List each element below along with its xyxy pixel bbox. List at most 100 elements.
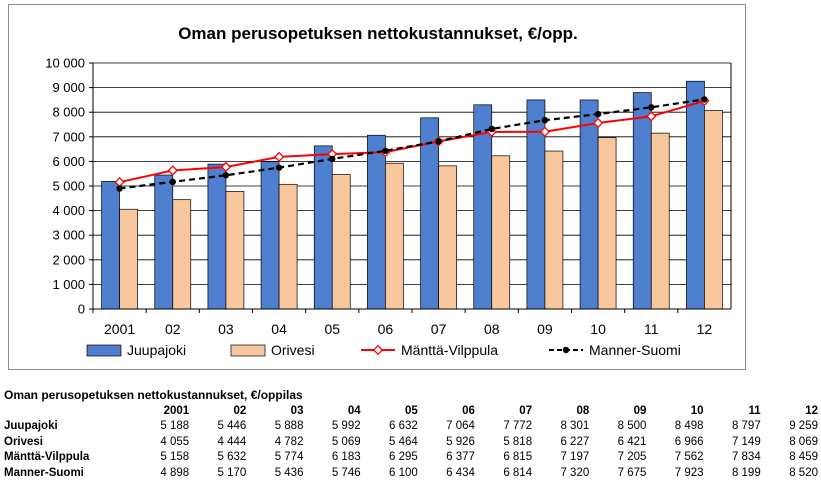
table-column-header: 09 xyxy=(633,404,647,417)
table-row-label: Mänttä-Vilppula xyxy=(4,451,90,463)
bar-orivesi xyxy=(331,174,351,310)
point-manner-suomi xyxy=(329,155,336,163)
table-row: Mänttä-Vilppula 5 158 5 632 5 774 6 183 6 295… xyxy=(4,450,818,466)
table-cell: 8 301 xyxy=(560,420,590,432)
y-tick-label: 3 000 xyxy=(52,228,85,243)
table-column-header: 08 xyxy=(576,404,590,417)
point-manner-suomi xyxy=(541,116,549,124)
table-header-row: 2001 02 03 04 05 06 07 08 09 10 11 12 xyxy=(4,404,818,420)
table-column-header: 04 xyxy=(347,404,361,417)
table-column-header: 10 xyxy=(690,404,704,417)
bar-orivesi xyxy=(491,155,511,310)
table-cell: 7 675 xyxy=(617,466,647,479)
table-cell: 6 183 xyxy=(331,451,361,463)
x-tick-label: 02 xyxy=(165,321,181,337)
table-body: Juupajoki 5 188 5 446 5 888 5 992 6 632 7 064 7… xyxy=(4,419,818,481)
bar-orivesi xyxy=(385,162,404,310)
table-cell: 5 188 xyxy=(160,420,190,432)
point-m-ntt-vilppula xyxy=(327,148,338,160)
y-tick-label: 6 000 xyxy=(52,154,85,169)
table-cell: 8 069 xyxy=(789,435,818,448)
legend-marker-m-ntt-vilppula xyxy=(372,344,384,356)
table-cell: 7 834 xyxy=(731,451,761,463)
point-m-ntt-vilppula xyxy=(167,165,178,176)
table-cell: 7 064 xyxy=(446,420,475,432)
table-cell: 7 197 xyxy=(560,451,590,463)
y-tick-label: 7 000 xyxy=(52,129,85,144)
bar-juupajoki xyxy=(207,163,227,310)
x-tick-label: 05 xyxy=(324,321,340,337)
table-cell: 5 746 xyxy=(331,466,361,479)
line-m-ntt-vilppula xyxy=(119,99,705,184)
table-cell: 7 772 xyxy=(503,420,533,432)
table-cell: 5 170 xyxy=(217,466,247,479)
bar-orivesi xyxy=(438,165,457,310)
table-cell: 6 815 xyxy=(503,451,533,463)
table-column-header: 07 xyxy=(519,404,533,417)
table-cell: 4 055 xyxy=(160,435,190,448)
table-cell: 4 782 xyxy=(274,435,304,448)
table-cell: 7 923 xyxy=(674,466,704,479)
bar-orivesi xyxy=(278,183,298,310)
table-cell: 5 464 xyxy=(389,435,418,448)
point-manner-suomi xyxy=(488,125,495,133)
y-tick-label: 8 000 xyxy=(52,105,85,120)
table-column-header: 06 xyxy=(462,404,475,417)
bar-juupajoki xyxy=(367,134,386,310)
table-cell: 5 926 xyxy=(446,435,475,448)
x-tick-label: 08 xyxy=(484,321,500,337)
bar-juupajoki xyxy=(313,145,333,310)
bar-juupajoki xyxy=(420,117,439,310)
table-cell: 6 227 xyxy=(560,435,590,448)
y-tick-label: 5 000 xyxy=(52,179,85,194)
bar-juupajoki xyxy=(632,92,652,310)
x-tick-label: 07 xyxy=(431,321,447,337)
table-row-label: Orivesi xyxy=(4,435,43,448)
table-cell: 6 295 xyxy=(389,451,418,463)
table-cell: 5 992 xyxy=(331,420,361,432)
table-cell: 5 632 xyxy=(217,451,247,463)
legend-swatch-orivesi xyxy=(230,344,266,357)
table-corner xyxy=(4,404,132,420)
table-column-header: 03 xyxy=(290,404,304,417)
legend: Juupajoki Orivesi Mänttä-Vilppula Manner-Su… xyxy=(86,342,681,358)
table-cell: 5 888 xyxy=(274,420,304,432)
table-cell: 5 818 xyxy=(503,435,533,448)
table-row: Juupajoki 5 188 5 446 5 888 5 992 6 632 7 064 7… xyxy=(4,419,818,435)
bar-juupajoki xyxy=(101,181,120,310)
bar-juupajoki xyxy=(154,174,174,310)
x-tick-label: 2001 xyxy=(104,321,135,337)
table-cell: 5 446 xyxy=(217,420,247,432)
point-manner-suomi xyxy=(169,178,176,186)
gridlines xyxy=(93,62,731,310)
values-table: 2001 02 03 04 05 06 07 08 09 10 11 12 Juupajoki 5 18… xyxy=(4,404,818,482)
x-tick-label: 10 xyxy=(590,321,606,337)
point-manner-suomi xyxy=(275,164,283,171)
chart: Oman perusopetuksen nettokustannukset, €… xyxy=(45,24,732,358)
legend-label-orivesi: Orivesi xyxy=(271,342,315,358)
table-cell: 5 158 xyxy=(160,451,190,463)
bar-juupajoki xyxy=(260,161,280,310)
chart-title: Oman perusopetuksen nettokustannukset, €… xyxy=(178,24,578,43)
point-manner-suomi xyxy=(701,96,708,103)
bar-juupajoki xyxy=(579,99,599,310)
table-cell: 6 814 xyxy=(503,466,533,479)
table-cell: 4 444 xyxy=(217,435,247,448)
table-cell: 8 459 xyxy=(789,451,818,463)
table-row-label: Juupajoki xyxy=(4,420,58,432)
table-cell: 8 797 xyxy=(731,420,761,432)
table-cell: 8 498 xyxy=(674,420,704,432)
bar-orivesi xyxy=(119,208,138,310)
bar-juupajoki xyxy=(686,80,705,310)
y-tick-label: 2 000 xyxy=(52,252,85,267)
legend-marker-manner-suomi xyxy=(562,346,570,354)
point-manner-suomi xyxy=(435,138,442,145)
table-column-header: 05 xyxy=(404,404,418,417)
table-cell: 5 069 xyxy=(331,435,361,448)
point-m-ntt-vilppula xyxy=(646,111,657,122)
table-column-header: 02 xyxy=(233,404,247,417)
point-m-ntt-vilppula xyxy=(539,126,551,137)
y-tick-label: 4 000 xyxy=(52,203,85,218)
x-tick-label: 12 xyxy=(697,321,713,337)
bar-orivesi xyxy=(650,132,670,310)
